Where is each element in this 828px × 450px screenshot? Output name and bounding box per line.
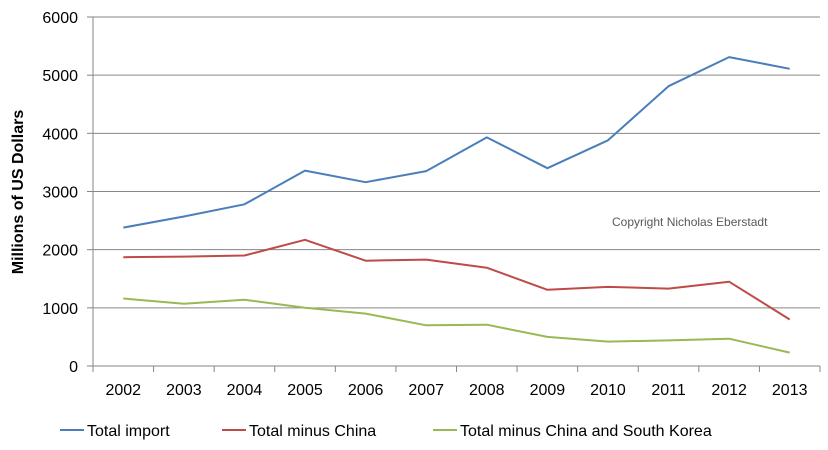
- y-tick-label: 0: [69, 359, 78, 376]
- series-lines: [123, 56, 791, 354]
- x-tick-label: 2011: [651, 382, 686, 399]
- series-line-total-minus-china-and-south-korea: [123, 297, 790, 354]
- legend-label: Total minus China: [249, 423, 376, 440]
- series-line-total-minus-china: [123, 238, 791, 321]
- y-tick-label: 6000: [42, 10, 78, 27]
- legend: Total import Total minus China Total minus…: [60, 423, 712, 440]
- y-tick-label: 2000: [42, 243, 78, 260]
- y-tick-label: 5000: [42, 68, 78, 85]
- x-tick-label: 2008: [469, 382, 505, 399]
- series-line-total-import: [123, 56, 790, 229]
- x-tick-label: 2013: [772, 382, 808, 399]
- legend-item-total-minus-china: Total minus China: [222, 423, 376, 440]
- y-tick-labels: 0 1000 2000 3000 4000 5000 6000: [42, 10, 78, 376]
- y-tick-label: 3000: [42, 185, 78, 202]
- legend-item-total-import: Total import: [60, 423, 170, 440]
- x-tick-label: 2012: [711, 382, 747, 399]
- gridlines: [93, 16, 820, 309]
- x-tick-label: 2007: [408, 382, 444, 399]
- x-tick-label: 2010: [590, 382, 626, 399]
- axes: [87, 16, 821, 372]
- legend-label: Total import: [87, 423, 170, 440]
- legend-item-total-minus-china-and-south-korea: Total minus China and South Korea: [433, 423, 712, 440]
- x-tick-label: 2005: [287, 382, 323, 399]
- x-tick-label: 2003: [166, 382, 202, 399]
- y-axis-title: Millions of US Dollars: [10, 110, 27, 275]
- copyright-annotation: Copyright Nicholas Eberstadt: [612, 215, 768, 229]
- x-tick-label: 2004: [227, 382, 263, 399]
- x-tick-label: 2006: [348, 382, 384, 399]
- legend-label: Total minus China and South Korea: [460, 423, 712, 440]
- x-tick-labels: 2002 2003 2004 2005 2006 2007 2008 2009 2010 2011…: [105, 382, 807, 399]
- x-tick-label: 2002: [105, 382, 141, 399]
- x-tick-label: 2009: [530, 382, 566, 399]
- y-tick-label: 1000: [42, 301, 78, 318]
- y-tick-label: 4000: [42, 126, 78, 143]
